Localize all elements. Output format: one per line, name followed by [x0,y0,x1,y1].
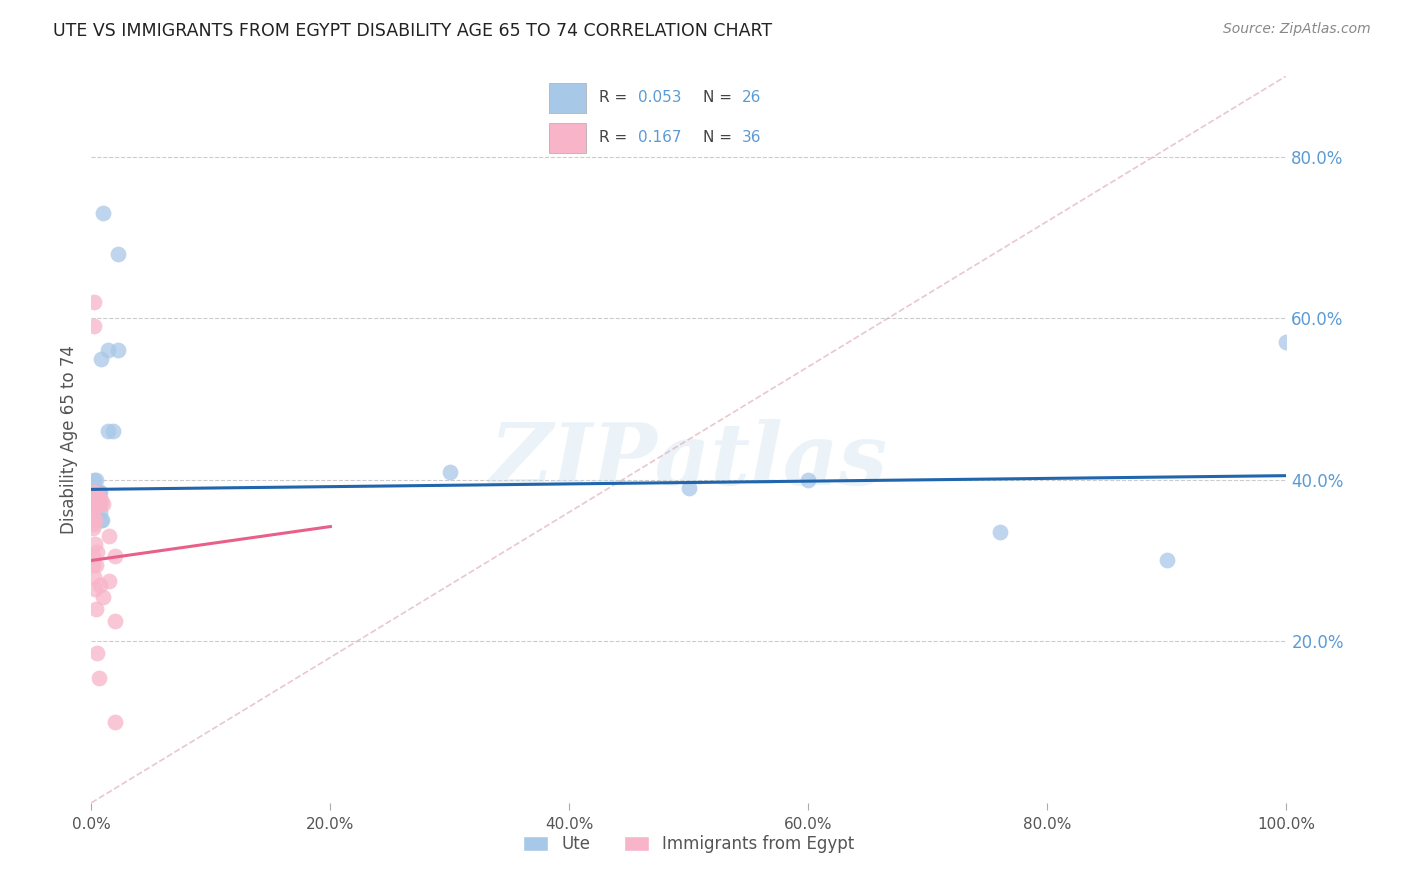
Point [83,517,105,532]
Text: 0.167: 0.167 [637,130,681,145]
Point [89,578,111,592]
Point [86,489,108,503]
Point [89,497,111,511]
Point [97,424,120,438]
Point [90,513,112,527]
Point [87,671,110,685]
Point [89,497,111,511]
Point [1156,553,1178,567]
Point [1275,335,1298,350]
Point [82,492,104,507]
Point [90,492,112,507]
Legend: Ute, Immigrants from Egypt: Ute, Immigrants from Egypt [516,829,862,860]
Text: 0.053: 0.053 [637,90,681,105]
Text: 36: 36 [741,130,761,145]
Point [93,497,114,511]
FancyBboxPatch shape [550,84,585,113]
Point [82,513,104,527]
Point [84,537,107,551]
Point [93,206,114,220]
Text: R =: R = [599,90,627,105]
Y-axis label: Disability Age 65 to 74: Disability Age 65 to 74 [59,345,77,533]
Point [86,646,108,660]
Point [104,549,127,564]
Point [82,549,104,564]
Point [91,513,114,527]
FancyBboxPatch shape [550,123,585,153]
Point [84,492,107,507]
Point [101,424,124,438]
Point [98,529,121,543]
Point [82,558,104,572]
Point [89,505,111,519]
Text: UTE VS IMMIGRANTS FROM EGYPT DISABILITY AGE 65 TO 74 CORRELATION CHART: UTE VS IMMIGRANTS FROM EGYPT DISABILITY … [53,22,772,40]
Point [83,489,105,503]
Point [97,343,120,358]
Point [104,614,127,628]
Point [89,484,111,499]
Text: N =: N = [703,90,731,105]
Point [98,574,121,588]
Point [83,473,105,487]
Point [84,473,107,487]
Point [84,491,107,505]
Point [83,492,105,507]
Point [84,558,107,572]
Point [84,484,107,499]
Point [84,489,107,503]
Point [104,714,127,729]
Point [93,590,114,604]
Point [82,497,104,511]
Point [83,319,105,334]
Point [83,295,105,310]
Point [439,465,461,479]
Point [797,473,820,487]
Point [82,484,104,499]
Point [86,484,108,499]
Point [107,246,129,260]
Point [82,505,104,519]
Point [107,343,129,358]
Point [83,500,105,515]
Point [87,489,110,503]
Point [86,545,108,559]
Point [84,602,107,616]
Point [82,521,104,535]
Text: Source: ZipAtlas.com: Source: ZipAtlas.com [1223,22,1371,37]
Point [84,582,107,596]
Text: R =: R = [599,130,627,145]
Point [83,569,105,583]
Point [87,489,110,503]
Text: N =: N = [703,130,731,145]
Point [84,513,107,527]
Text: ZIPatlas: ZIPatlas [489,419,889,503]
Text: 26: 26 [741,90,761,105]
Point [90,351,112,366]
Point [988,525,1011,540]
Point [678,481,700,495]
Point [87,484,110,499]
